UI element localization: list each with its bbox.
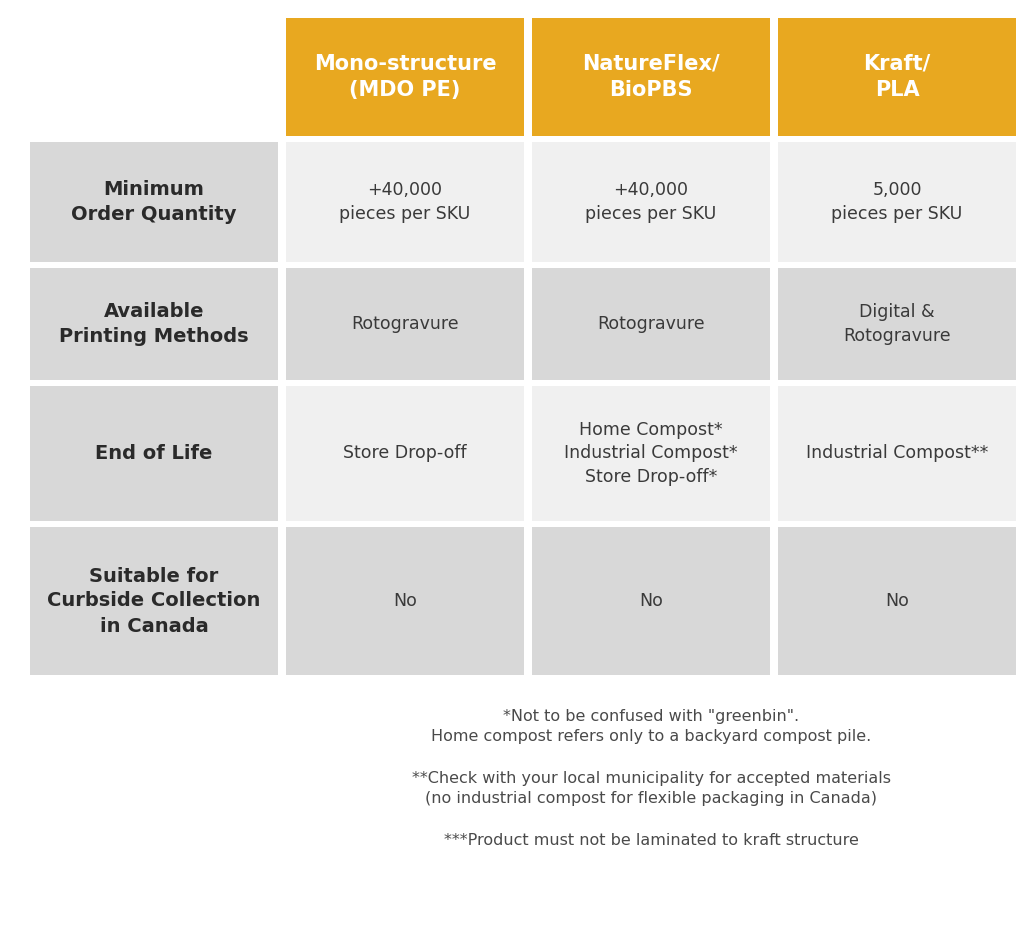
Text: **Check with your local municipality for accepted materials: **Check with your local municipality for… bbox=[412, 771, 891, 786]
Bar bbox=[532, 527, 770, 675]
Text: +40,000
pieces per SKU: +40,000 pieces per SKU bbox=[586, 181, 717, 223]
Bar bbox=[778, 268, 1016, 380]
Bar bbox=[30, 527, 278, 675]
Text: Rotogravure: Rotogravure bbox=[351, 315, 459, 333]
Text: Minimum
Order Quantity: Minimum Order Quantity bbox=[72, 180, 237, 224]
Text: No: No bbox=[639, 592, 663, 610]
Bar bbox=[532, 268, 770, 380]
Text: *Not to be confused with "greenbin".: *Not to be confused with "greenbin". bbox=[503, 709, 799, 724]
Text: No: No bbox=[393, 592, 417, 610]
Bar bbox=[532, 18, 770, 136]
Bar bbox=[286, 386, 524, 521]
Text: End of Life: End of Life bbox=[95, 444, 213, 463]
Text: Mono-structure
(MDO PE): Mono-structure (MDO PE) bbox=[313, 53, 497, 100]
Text: NatureFlex/
BioPBS: NatureFlex/ BioPBS bbox=[583, 53, 720, 100]
Bar bbox=[778, 527, 1016, 675]
Text: No: No bbox=[885, 592, 909, 610]
Text: Store Drop-off: Store Drop-off bbox=[343, 445, 467, 462]
Bar bbox=[532, 386, 770, 521]
Bar bbox=[286, 18, 524, 136]
Bar bbox=[286, 268, 524, 380]
Text: 5,000
pieces per SKU: 5,000 pieces per SKU bbox=[831, 181, 963, 223]
Bar bbox=[30, 268, 278, 380]
Text: Suitable for
Curbside Collection
in Canada: Suitable for Curbside Collection in Cana… bbox=[47, 567, 261, 636]
Text: Home compost refers only to a backyard compost pile.: Home compost refers only to a backyard c… bbox=[431, 729, 871, 744]
Bar bbox=[778, 386, 1016, 521]
Bar bbox=[30, 142, 278, 262]
Text: +40,000
pieces per SKU: +40,000 pieces per SKU bbox=[339, 181, 471, 223]
Text: Digital &
Rotogravure: Digital & Rotogravure bbox=[843, 303, 951, 345]
Text: Industrial Compost**: Industrial Compost** bbox=[806, 445, 988, 462]
Bar bbox=[778, 142, 1016, 262]
Bar bbox=[778, 18, 1016, 136]
Bar bbox=[286, 142, 524, 262]
Text: (no industrial compost for flexible packaging in Canada): (no industrial compost for flexible pack… bbox=[425, 791, 877, 806]
Text: Home Compost*
Industrial Compost*
Store Drop-off*: Home Compost* Industrial Compost* Store … bbox=[564, 421, 738, 486]
Text: ***Product must not be laminated to kraft structure: ***Product must not be laminated to kraf… bbox=[443, 833, 858, 848]
Bar bbox=[532, 142, 770, 262]
Text: Kraft/
PLA: Kraft/ PLA bbox=[863, 53, 931, 100]
Bar bbox=[30, 386, 278, 521]
Bar bbox=[286, 527, 524, 675]
Text: Rotogravure: Rotogravure bbox=[597, 315, 705, 333]
Text: Available
Printing Methods: Available Printing Methods bbox=[59, 302, 249, 346]
